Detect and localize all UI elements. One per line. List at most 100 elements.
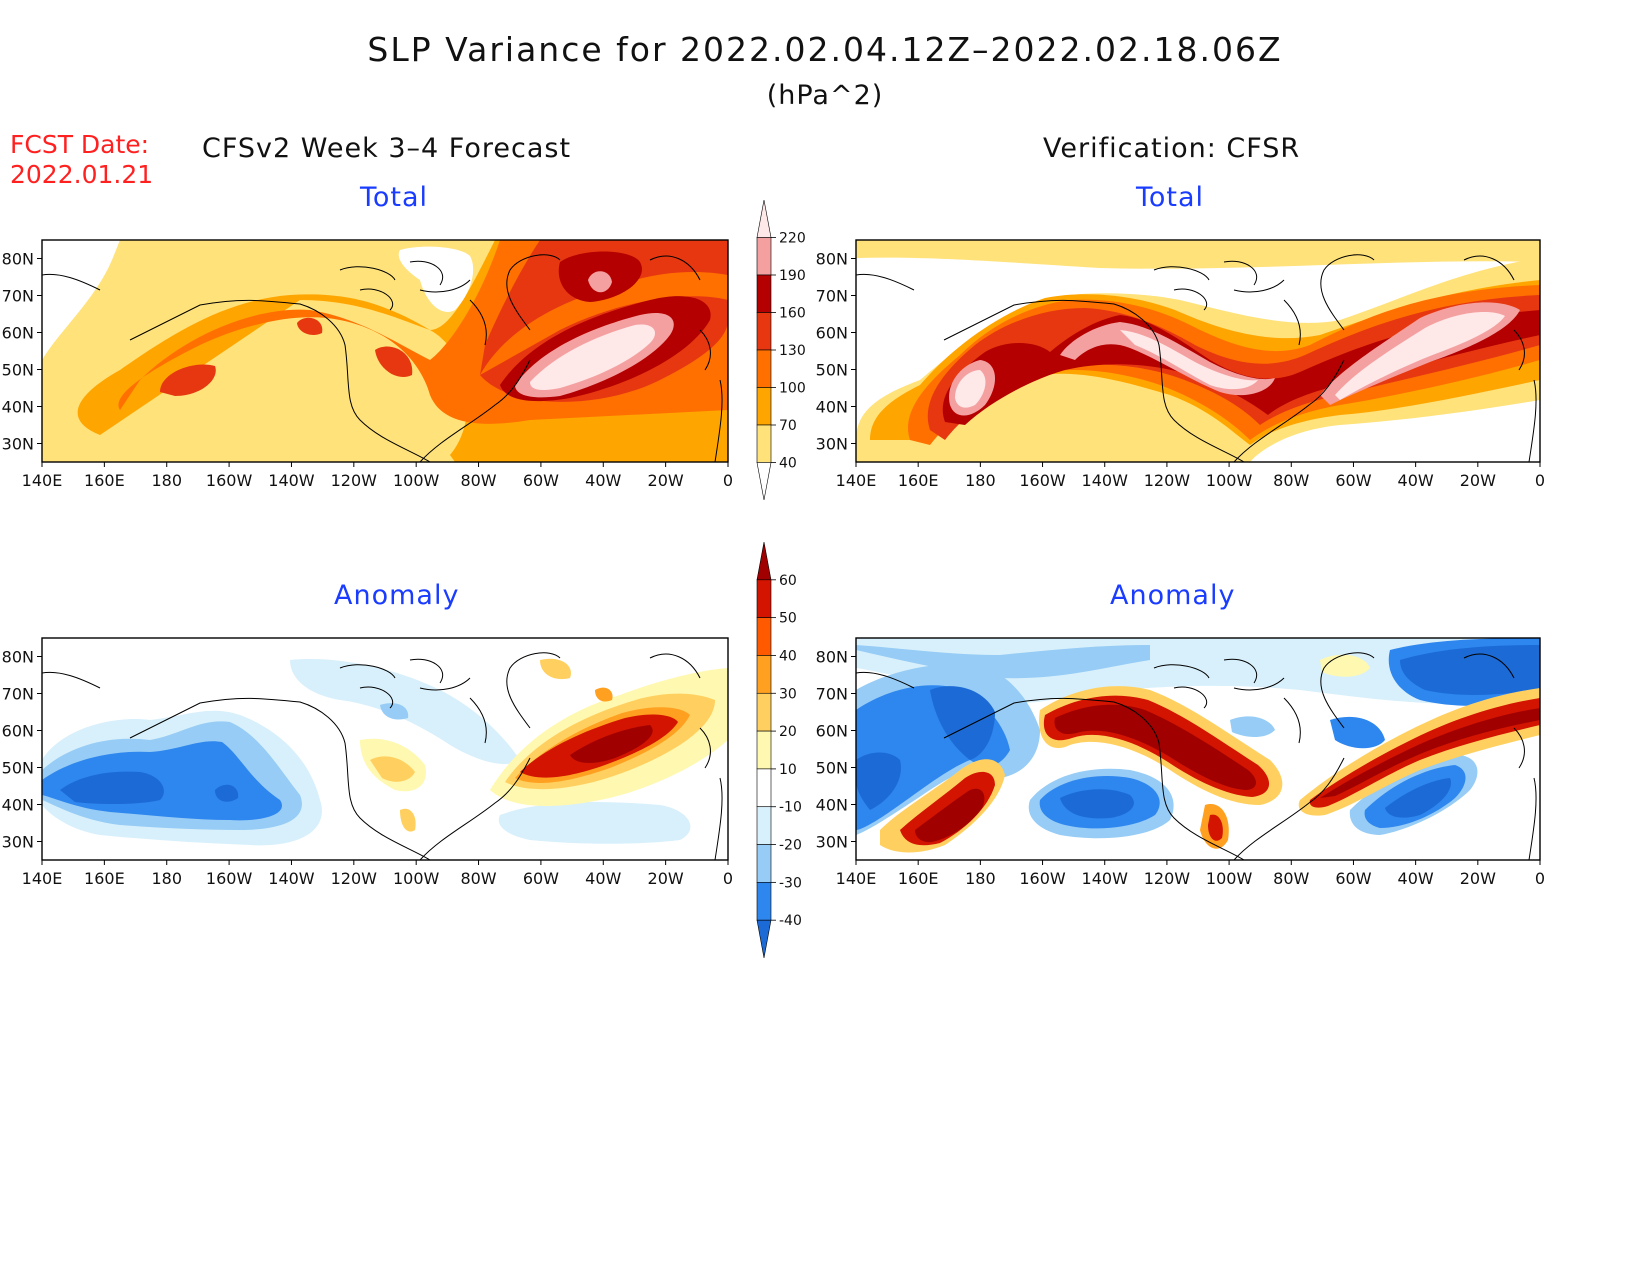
verification-total-lon-label: 140E: [836, 471, 877, 490]
verification-total-lon-label: 80W: [1273, 471, 1309, 490]
forecast-total-lon-label: 80W: [460, 471, 496, 490]
arctic-islands: [339, 260, 471, 311]
forecast-anomaly-lon-label: 80W: [460, 869, 496, 888]
total-colorbar-segment: [756, 312, 772, 351]
anomaly-colorbar-label: 30: [779, 686, 797, 702]
total-colorbar: 40 70 100 130 160 190 220: [756, 199, 806, 501]
verification-anomaly-lon-label: 80W: [1273, 869, 1309, 888]
verification-total-lat-label: 30N: [816, 435, 848, 454]
forecast-total-title: Total: [360, 182, 429, 213]
verification-total-lon-label: 20W: [1460, 471, 1496, 490]
verification-anomaly-lon-label: 60W: [1335, 869, 1371, 888]
anomaly-colorbar-label: 10: [779, 762, 797, 778]
forecast-anomaly-title: Anomaly: [334, 580, 460, 611]
total-colorbar-cap-top: [756, 199, 772, 238]
anomaly-colorbar-segment: [756, 882, 772, 921]
total-colorbar-segment: [756, 237, 772, 276]
fcst-date-value: 2022.01.21: [10, 160, 154, 189]
verification-anomaly-lon-label: 140W: [1082, 869, 1129, 888]
anomaly-colorbar-label: -40: [779, 913, 802, 929]
verification-total-title: Total: [1136, 182, 1205, 213]
verification-anomaly-lat-label: 70N: [816, 685, 848, 704]
anomaly-colorbar-segment: [756, 768, 772, 808]
forecast-total-lat-label: 80N: [2, 250, 34, 269]
anomaly-colorbar-segment: [756, 806, 772, 845]
total-colorbar-cap-bottom: [756, 462, 772, 501]
verification-total-lat-label: 70N: [816, 287, 848, 306]
coastline: [856, 652, 1537, 860]
forecast-total-lon-label: 140W: [268, 471, 315, 490]
anomaly-colorbar-label: 60: [779, 573, 797, 589]
total-colorbar-label: 220: [779, 231, 806, 247]
forecast-total-lat-label: 40N: [2, 398, 34, 417]
total-colorbar-label: 100: [779, 381, 806, 397]
verification-anomaly-frame: [855, 637, 1541, 861]
anomaly-colorbar-segment: [756, 692, 772, 732]
forecast-total-lon-label: 120W: [331, 471, 378, 490]
verification-total-lon-label: 160W: [1019, 471, 1066, 490]
verification-total-lon-label: 100W: [1206, 471, 1253, 490]
anomaly-colorbar-label: 40: [779, 648, 797, 664]
forecast-total-lon-label: 60W: [523, 471, 559, 490]
forecast-anomaly-lat-label: 30N: [2, 833, 34, 852]
anomaly-colorbar-segment: [756, 617, 772, 656]
left-column-title: CFSv2 Week 3–4 Forecast: [202, 133, 572, 164]
total-colorbar-label: 130: [779, 343, 806, 359]
verification-total-lon-label: 60W: [1335, 471, 1371, 490]
anomaly-colorbar-label: -20: [779, 838, 802, 854]
coastline: [42, 254, 723, 462]
verification-anomaly-lon-label: 0: [1535, 869, 1545, 888]
verification-total-lon-label: 160E: [898, 471, 939, 490]
forecast-anomaly-lon-label: 100W: [393, 869, 440, 888]
forecast-total-map: [42, 240, 728, 462]
total-colorbar-segment: [756, 274, 772, 313]
verification-anomaly-lon-label: 160E: [898, 869, 939, 888]
anomaly-colorbar-label: -10: [779, 800, 802, 816]
verification-anomaly-lon-label: 20W: [1460, 869, 1496, 888]
forecast-total-lon-label: 160E: [84, 471, 125, 490]
forecast-anomaly-frame: [41, 637, 729, 861]
verification-anomaly-lon-label: 100W: [1206, 869, 1253, 888]
verification-total-lon-label: 0: [1535, 471, 1545, 490]
total-colorbar-segment: [756, 349, 772, 388]
verification-anomaly-lon-label: 160W: [1019, 869, 1066, 888]
forecast-anomaly-lon-label: 60W: [523, 869, 559, 888]
anomaly-colorbar-cap-top: [756, 541, 772, 581]
verification-total-lat-label: 40N: [816, 398, 848, 417]
forecast-total-lon-label: 0: [723, 471, 733, 490]
verification-total-lon-label: 120W: [1144, 471, 1191, 490]
verification-anomaly-lon-label: 180: [965, 869, 996, 888]
figure-title: SLP Variance for 2022.02.04.12Z–2022.02.…: [367, 30, 1283, 69]
forecast-total-lon-label: 160W: [206, 471, 253, 490]
forecast-total-lat-label: 30N: [2, 435, 34, 454]
verification-total-lon-label: 140W: [1082, 471, 1129, 490]
forecast-total-lon-label: 20W: [648, 471, 684, 490]
forecast-anomaly-lon-label: 160W: [206, 869, 253, 888]
verification-anomaly-map: [856, 638, 1540, 860]
arctic-islands: [1153, 260, 1285, 311]
forecast-anomaly-lat-label: 80N: [2, 648, 34, 667]
coastline: [856, 254, 1537, 462]
verification-anomaly-lat-label: 40N: [816, 796, 848, 815]
forecast-anomaly-lon-label: 180: [151, 869, 182, 888]
fcst-date-label: FCST Date:: [10, 130, 150, 159]
total-colorbar-label: 190: [779, 268, 806, 284]
verification-total-lon-label: 180: [965, 471, 996, 490]
right-column-title: Verification: CFSR: [1043, 133, 1301, 164]
forecast-anomaly-lon-label: 0: [723, 869, 733, 888]
forecast-total-lat-label: 60N: [2, 324, 34, 343]
anomaly-colorbar-label: 50: [779, 611, 797, 627]
total-colorbar-label: 40: [779, 456, 797, 472]
anomaly-colorbar-segment: [756, 730, 772, 770]
coastline: [42, 652, 723, 860]
verification-anomaly-lon-label: 40W: [1398, 869, 1434, 888]
verification-total-frame: [855, 239, 1541, 463]
forecast-anomaly-map: [42, 638, 728, 860]
anomaly-colorbar-segment: [756, 579, 772, 618]
total-colorbar-label: 70: [779, 418, 797, 434]
anomaly-colorbar-label: 20: [779, 724, 797, 740]
anomaly-colorbar-cap-bottom: [756, 919, 772, 959]
verification-anomaly-lat-label: 30N: [816, 833, 848, 852]
forecast-anomaly-lat-label: 60N: [2, 722, 34, 741]
total-colorbar-segment: [756, 424, 772, 463]
